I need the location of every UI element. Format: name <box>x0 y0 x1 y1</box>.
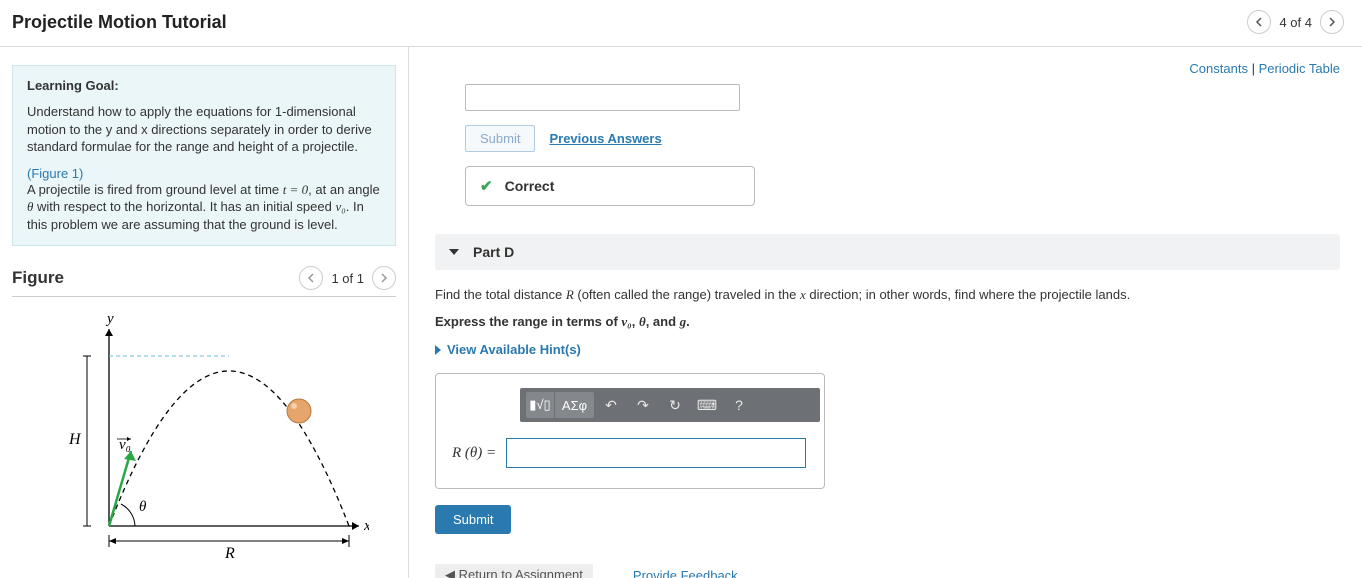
instr-mid: (often called the range) traveled in the <box>574 287 800 302</box>
instr-R: R <box>566 287 574 302</box>
feedback-link[interactable]: Provide Feedback <box>633 568 738 578</box>
part-header[interactable]: Part D <box>435 234 1340 270</box>
axis-y-label: y <box>105 311 114 327</box>
item-pager: 4 of 4 <box>1247 10 1344 34</box>
greek-button[interactable]: ΑΣφ <box>554 392 594 418</box>
exp-v0: v₀ <box>621 314 631 329</box>
redo-button[interactable]: ↷ <box>628 392 658 418</box>
exp-c1: , <box>632 314 639 329</box>
chevron-left-icon <box>1255 17 1263 27</box>
constants-link[interactable]: Constants <box>1189 61 1248 76</box>
submit-button-disabled: Submit <box>465 125 535 152</box>
hints-toggle[interactable]: View Available Hint(s) <box>435 342 1340 357</box>
label-H: H <box>68 431 82 448</box>
learning-goal-heading: Learning Goal: <box>27 78 381 93</box>
axis-x-label: x <box>363 518 369 534</box>
chevron-right-icon <box>380 273 388 283</box>
help-button[interactable]: ? <box>724 392 754 418</box>
right-column: Constants | Periodic Table Submit Previo… <box>409 47 1362 578</box>
exp-c2: , and <box>646 314 680 329</box>
correct-text: Correct <box>505 178 555 194</box>
figure-diagram: y x H v₀ <box>12 311 396 561</box>
figure-pager-text: 1 of 1 <box>331 271 364 286</box>
return-label: Return to Assignment <box>459 567 583 578</box>
main-layout: Learning Goal: Understand how to apply t… <box>0 47 1362 578</box>
return-link[interactable]: ◀ Return to Assignment <box>435 564 593 578</box>
problem-setup: (Figure 1) A projectile is fired from gr… <box>27 166 381 234</box>
hints-label: View Available Hint(s) <box>447 342 581 357</box>
bottom-links: ◀ Return to Assignment Provide Feedback <box>435 564 1340 578</box>
setup-v0: v₀ <box>335 199 345 214</box>
previous-submit-row: Submit Previous Answers <box>465 125 1340 152</box>
next-item-button[interactable] <box>1320 10 1344 34</box>
link-separator: | <box>1252 61 1259 76</box>
instr-pre: Find the total distance <box>435 287 566 302</box>
learning-goal-text: Understand how to apply the equations fo… <box>27 103 381 156</box>
projectile-diagram: y x H v₀ <box>39 311 369 561</box>
answer-input-box: ▮√▯ ΑΣφ ↶ ↷ ↻ ⌨ ? R (θ) = <box>435 373 825 489</box>
setup-text: A projectile is fired from ground level … <box>27 181 381 234</box>
part-instructions: Find the total distance R (often called … <box>435 286 1340 304</box>
feedback-correct-box: ✔ Correct <box>465 166 755 206</box>
keyboard-button[interactable]: ⌨ <box>692 392 722 418</box>
instr-post: direction; in other words, find where th… <box>806 287 1130 302</box>
reference-links: Constants | Periodic Table <box>435 61 1340 76</box>
answer-label: R (θ) = <box>452 445 496 462</box>
check-icon: ✔ <box>480 177 493 195</box>
exp-end: . <box>686 314 690 329</box>
left-column: Learning Goal: Understand how to apply t… <box>0 47 409 578</box>
figure-pager: 1 of 1 <box>299 266 396 290</box>
submit-button[interactable]: Submit <box>435 505 511 534</box>
caret-right-icon <box>435 345 441 355</box>
undo-button[interactable]: ↶ <box>596 392 626 418</box>
figure-prev-button[interactable] <box>299 266 323 290</box>
chevron-left-icon <box>307 273 315 283</box>
setup-mid: , at an angle <box>308 182 380 197</box>
chevron-right-icon <box>1328 17 1336 27</box>
figure-title: Figure <box>12 268 64 288</box>
answer-input[interactable] <box>506 438 806 468</box>
label-R: R <box>224 545 235 561</box>
learning-goal-box: Learning Goal: Understand how to apply t… <box>12 65 396 246</box>
exp-pre: Express the range in terms of <box>435 314 621 329</box>
prev-item-button[interactable] <box>1247 10 1271 34</box>
caret-down-icon <box>449 249 459 255</box>
previous-answer-input <box>465 84 740 111</box>
templates-button[interactable]: ▮√▯ <box>526 392 554 418</box>
part-title: Part D <box>473 244 514 260</box>
pager-text: 4 of 4 <box>1279 15 1312 30</box>
figure-link[interactable]: (Figure 1) <box>27 166 83 181</box>
express-instructions: Express the range in terms of v₀, θ, and… <box>435 314 1340 330</box>
figure-header: Figure 1 of 1 <box>12 266 396 297</box>
reset-button[interactable]: ↻ <box>660 392 690 418</box>
figure-next-button[interactable] <box>372 266 396 290</box>
setup-eq: t = 0 <box>283 182 308 197</box>
answer-input-row: R (θ) = <box>452 438 808 468</box>
page-title: Projectile Motion Tutorial <box>12 12 227 33</box>
setup-pre: A projectile is fired from ground level … <box>27 182 283 197</box>
previous-answers-link[interactable]: Previous Answers <box>549 131 661 146</box>
label-theta: θ <box>139 499 147 515</box>
setup-post: with respect to the horizontal. It has a… <box>33 199 335 214</box>
periodic-table-link[interactable]: Periodic Table <box>1259 61 1340 76</box>
exp-theta: θ <box>639 314 646 329</box>
assignment-header: Projectile Motion Tutorial 4 of 4 <box>0 0 1362 47</box>
toolbar-template-group: ▮√▯ ΑΣφ <box>526 392 594 418</box>
previous-answer-row <box>465 84 1340 111</box>
equation-toolbar: ▮√▯ ΑΣφ ↶ ↷ ↻ ⌨ ? <box>520 388 820 422</box>
